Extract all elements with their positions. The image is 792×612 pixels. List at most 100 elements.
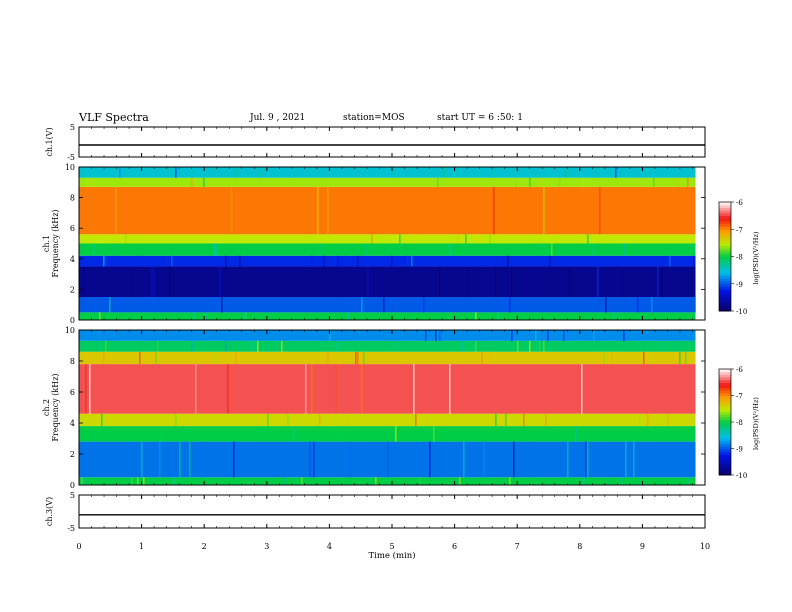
ch2-spectrogram-ylabel: Frequency (kHz) bbox=[51, 373, 60, 441]
ch2-spectrogram-ytick-label: 0 bbox=[70, 481, 75, 490]
ch1-spectrogram-colorbar-cell bbox=[719, 302, 731, 307]
ch2-spectrogram-colorbar-cell bbox=[719, 429, 731, 434]
ch2-spectrogram-band bbox=[79, 413, 696, 427]
ch2-spectrogram-colorbar-cell bbox=[719, 408, 731, 412]
ch2-spectrogram-ytick-label: 2 bbox=[70, 450, 75, 459]
ch1-spectrogram-colorbar-cell bbox=[719, 297, 731, 301]
ch1-spectrogram-colorbar-tick-label: -7 bbox=[736, 226, 743, 234]
ch2-spectrogram-colorbar-cell bbox=[719, 406, 731, 410]
ch1-spectrogram-ytick-label: 2 bbox=[70, 285, 75, 294]
x-tick-label: 2 bbox=[202, 542, 207, 551]
ch1-spectrogram-colorbar-cell bbox=[719, 212, 731, 217]
ch1-spectrogram-colorbar-cell bbox=[719, 308, 731, 312]
x-axis-label: Time (min) bbox=[368, 550, 415, 561]
ch1-spectrogram-colorbar-cell bbox=[719, 234, 731, 238]
ch2-spectrogram-colorbar-cell bbox=[719, 445, 731, 449]
ch2-spectrogram-colorbar-cell bbox=[719, 392, 731, 396]
ch1-spectrogram-colorbar-cell bbox=[719, 256, 731, 260]
ch1-spectrogram-band bbox=[79, 234, 696, 244]
ch2-spectrogram-colorbar-cell bbox=[719, 448, 731, 452]
ch1-waveform-plot-area bbox=[79, 127, 705, 157]
ch3-waveform-ytick-label: -5 bbox=[67, 524, 75, 533]
ch1-spectrogram-colorbar-tick-label: -10 bbox=[736, 308, 747, 316]
ch2-spectrogram-band bbox=[79, 330, 696, 341]
ch1-spectrogram-colorbar-cell bbox=[719, 259, 731, 263]
ch1-spectrogram-band bbox=[79, 312, 696, 320]
ch1-spectrogram-ylabel: Frequency (kHz) bbox=[51, 209, 60, 277]
ch1-spectrogram-ytick-label: 10 bbox=[65, 163, 75, 172]
ch2-spectrogram-band bbox=[79, 426, 696, 442]
ch1-spectrogram-colorbar-cell bbox=[719, 207, 731, 211]
ch1-spectrogram-colorbar-cell bbox=[719, 286, 731, 290]
ch2-spectrogram-no-data bbox=[695, 330, 705, 485]
ch1-spectrogram-colorbar-cell bbox=[719, 305, 731, 309]
ch2-spectrogram-colorbar-cell bbox=[719, 374, 731, 378]
ch1-spectrogram-colorbar-cell bbox=[719, 272, 731, 277]
ch1-spectrogram-colorbar-cell bbox=[719, 251, 731, 255]
ch2-spectrogram-colorbar-cell bbox=[719, 459, 731, 463]
ch3-waveform-ylabel: ch.3(V) bbox=[45, 497, 54, 526]
ch2-spectrogram-colorbar-cell bbox=[719, 432, 731, 436]
x-tick-label: 9 bbox=[640, 542, 645, 551]
ch2-spectrogram-colorbar-cell bbox=[719, 398, 731, 402]
ch2-spectrogram-colorbar-cell bbox=[719, 467, 731, 471]
date-label: Jul. 9 , 2021 bbox=[250, 113, 306, 123]
ch2-spectrogram-band bbox=[79, 477, 696, 485]
ch2-spectrogram-colorbar-cell bbox=[719, 443, 731, 447]
ch1-spectrogram-colorbar-cell bbox=[719, 226, 731, 230]
ch2-spectrogram-colorbar-cell bbox=[719, 437, 731, 442]
ch2-spectrogram-band bbox=[79, 364, 696, 414]
start-time-label: start UT = 6 :50: 1 bbox=[437, 113, 523, 123]
ch1-spectrogram-ytick-label: 4 bbox=[70, 255, 75, 264]
ch1-spectrogram-band bbox=[79, 186, 696, 235]
ch1-spectrogram-band bbox=[79, 297, 696, 313]
ch1-spectrogram-ytick-label: 8 bbox=[70, 194, 75, 203]
ch1-spectrogram-colorbar-cell bbox=[719, 202, 731, 206]
ch2-spectrogram-colorbar-cell bbox=[719, 469, 731, 473]
ch1-spectrogram-band bbox=[79, 177, 696, 187]
ch1-spectrogram-colorbar-cell bbox=[719, 253, 731, 257]
ch1-spectrogram-colorbar-cell bbox=[719, 229, 731, 233]
ch2-spectrogram-colorbar-cell bbox=[719, 382, 731, 386]
x-tick-label: 7 bbox=[515, 542, 520, 551]
ch2-spectrogram-band bbox=[79, 340, 696, 352]
ch2-spectrogram-colorbar-cell bbox=[719, 395, 731, 399]
ch1-spectrogram-colorbar-cell bbox=[719, 291, 731, 296]
ch1-spectrogram-colorbar-cell bbox=[719, 278, 731, 282]
ch2-spectrogram-ytick-label: 10 bbox=[65, 326, 75, 335]
ch2-spectrogram-colorbar-cell bbox=[719, 400, 731, 404]
ch1-spectrogram-colorbar-cell bbox=[719, 237, 731, 241]
ch2-spectrogram-ytick-label: 4 bbox=[70, 419, 75, 428]
x-tick-label: 0 bbox=[76, 542, 81, 551]
ch1-spectrogram-no-data bbox=[695, 167, 705, 320]
ch2-spectrogram-colorbar-cell bbox=[719, 379, 731, 383]
ch2-spectrogram-colorbar-cell bbox=[719, 427, 731, 431]
ch1-spectrogram-colorbar-cell bbox=[719, 300, 731, 304]
ch1-spectrogram-ylabel-channel: ch.1 bbox=[42, 235, 51, 252]
ch1-spectrogram-colorbar-tick-label: -9 bbox=[736, 281, 743, 289]
ch1-spectrogram-colorbar-label: log(PSD)(V²/Hz) bbox=[752, 231, 760, 284]
ch3-waveform-plot-area bbox=[79, 495, 705, 528]
ch2-spectrogram-colorbar-tick-label: -8 bbox=[736, 419, 743, 427]
station-label: station=MOS bbox=[343, 113, 405, 123]
ch2-spectrogram-colorbar-tick-label: -9 bbox=[736, 446, 743, 454]
x-tick-label: 10 bbox=[700, 542, 710, 551]
ch1-spectrogram-colorbar-cell bbox=[719, 283, 731, 287]
ch1-spectrogram-band bbox=[79, 243, 696, 256]
x-tick-label: 8 bbox=[577, 542, 582, 551]
ch2-spectrogram-colorbar-cell bbox=[719, 424, 731, 428]
ch1-spectrogram-colorbar-cell bbox=[719, 275, 731, 279]
ch1-spectrogram-ytick-label: 6 bbox=[70, 224, 75, 233]
ch2-spectrogram-colorbar-cell bbox=[719, 411, 731, 415]
ch1-spectrogram-colorbar-cell bbox=[719, 289, 731, 293]
ch2-spectrogram-colorbar-tick-label: -7 bbox=[736, 393, 743, 401]
ch2-spectrogram-colorbar-cell bbox=[719, 403, 731, 407]
ch2-spectrogram-colorbar-cell bbox=[719, 390, 731, 394]
ch2-spectrogram-colorbar-cell bbox=[719, 384, 731, 389]
ch1-spectrogram-colorbar-cell bbox=[719, 264, 731, 268]
ch2-spectrogram-colorbar-cell bbox=[719, 461, 731, 465]
ch2-spectrogram-colorbar-tick-label: -6 bbox=[736, 366, 743, 374]
ch2-spectrogram-colorbar-cell bbox=[719, 453, 731, 457]
ch2-spectrogram-colorbar-tick-label: -10 bbox=[736, 472, 747, 480]
ch1-waveform-ytick-label: -5 bbox=[67, 153, 75, 162]
